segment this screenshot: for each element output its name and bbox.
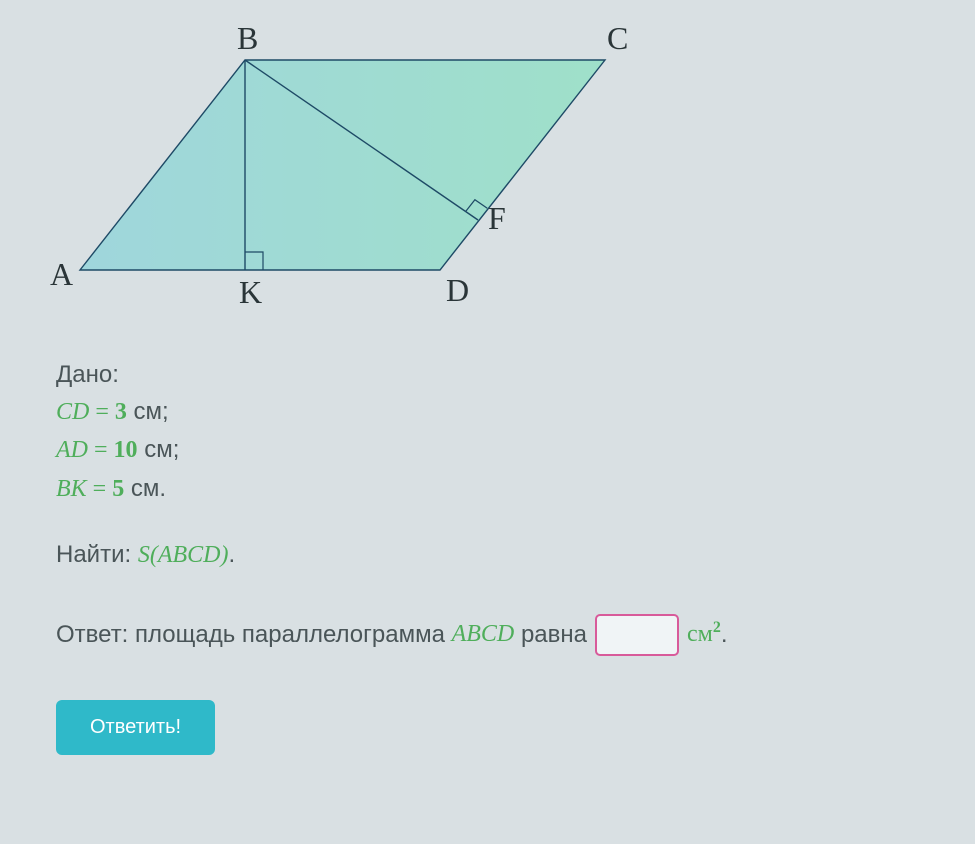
- vertex-label-F: F: [488, 200, 506, 237]
- diagram-svg: [50, 20, 690, 320]
- submit-button[interactable]: Ответить!: [56, 700, 215, 755]
- find-line: Найти: S(ABCD).: [56, 536, 945, 574]
- given-value: 10: [114, 437, 138, 463]
- given-line: CD = 3 см;: [56, 393, 945, 431]
- find-label: Найти:: [56, 541, 131, 568]
- answer-line: Ответ: площадь параллелограмма ABCD равн…: [56, 614, 945, 656]
- answer-unit: см2: [687, 616, 721, 653]
- area-input[interactable]: [595, 614, 679, 656]
- given-lhs: BK: [56, 476, 87, 502]
- given-value: 5: [112, 476, 124, 502]
- vertex-label-A: A: [50, 256, 73, 293]
- equals-sign: =: [89, 399, 115, 425]
- equals-sign: =: [87, 476, 113, 502]
- given-lhs: CD: [56, 399, 89, 425]
- given-lhs: AD: [56, 437, 88, 463]
- given-heading: Дано:: [56, 356, 945, 393]
- answer-object: ABCD: [452, 616, 515, 653]
- given-unit: см;: [127, 398, 169, 425]
- vertex-label-D: D: [446, 272, 469, 309]
- given-value: 3: [115, 399, 127, 425]
- equals-sign: =: [88, 437, 114, 463]
- given-line: BK = 5 см.: [56, 470, 945, 508]
- vertex-label-C: C: [607, 20, 628, 57]
- vertex-label-B: B: [237, 20, 258, 57]
- find-expr: S(ABCD): [138, 542, 229, 568]
- answer-prefix: Ответ: площадь параллелограмма: [56, 616, 445, 653]
- given-block: Дано: CD = 3 см;AD = 10 см;BK = 5 см. На…: [56, 356, 945, 656]
- given-unit: см.: [124, 475, 166, 502]
- given-line: AD = 10 см;: [56, 431, 945, 469]
- answer-verb: равна: [521, 616, 587, 653]
- given-unit: см;: [138, 436, 180, 463]
- vertex-label-K: K: [239, 274, 262, 311]
- problem-card: ABCDKF Дано: CD = 3 см;AD = 10 см;BK = 5…: [0, 0, 975, 844]
- parallelogram-diagram: A B C D K F: [50, 20, 690, 320]
